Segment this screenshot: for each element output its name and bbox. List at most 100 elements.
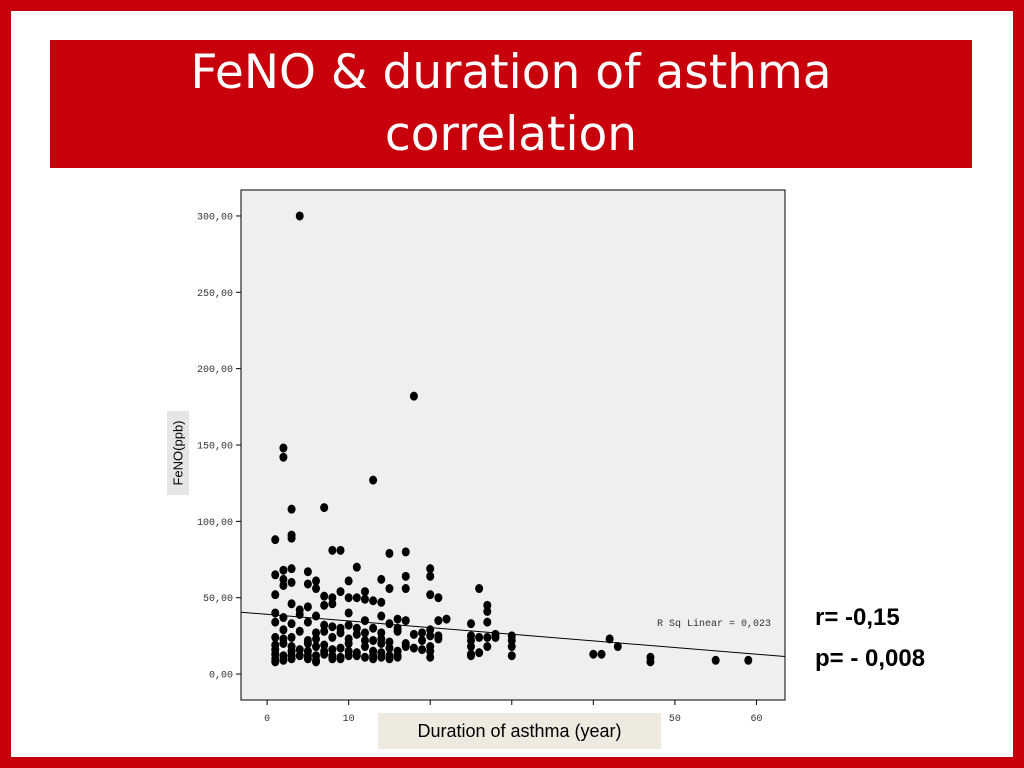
y-tick-label: 0,00 bbox=[209, 671, 233, 682]
data-point bbox=[475, 584, 484, 594]
x-tick-label: 60 bbox=[750, 714, 762, 725]
data-point bbox=[589, 649, 598, 659]
data-point bbox=[271, 632, 280, 642]
data-point bbox=[279, 565, 288, 575]
data-point bbox=[271, 535, 280, 545]
data-point bbox=[369, 596, 378, 606]
data-point bbox=[320, 626, 329, 636]
y-tick-label: 250,00 bbox=[197, 289, 233, 300]
data-point bbox=[401, 616, 410, 626]
data-point bbox=[466, 642, 475, 652]
data-point bbox=[344, 608, 353, 618]
data-point bbox=[418, 628, 427, 638]
data-point bbox=[369, 635, 378, 645]
data-point bbox=[279, 580, 288, 590]
data-point bbox=[271, 657, 280, 667]
data-point bbox=[385, 584, 394, 594]
data-point bbox=[646, 657, 655, 667]
data-point bbox=[352, 651, 361, 661]
data-point bbox=[295, 626, 304, 636]
data-point bbox=[418, 635, 427, 645]
y-tick-label: 100,00 bbox=[197, 518, 233, 529]
data-point bbox=[336, 654, 345, 664]
data-point bbox=[336, 545, 345, 555]
data-point bbox=[320, 503, 329, 513]
data-point bbox=[320, 600, 329, 610]
data-point bbox=[393, 614, 402, 624]
data-point bbox=[344, 576, 353, 586]
x-tick-label: 50 bbox=[669, 714, 681, 725]
data-point bbox=[369, 623, 378, 633]
data-point bbox=[279, 655, 288, 665]
data-point bbox=[434, 634, 443, 644]
data-point bbox=[271, 590, 280, 600]
data-point bbox=[385, 548, 394, 558]
data-point bbox=[336, 628, 345, 638]
data-point bbox=[312, 657, 321, 667]
data-point bbox=[287, 599, 296, 609]
data-point bbox=[303, 579, 312, 589]
data-point bbox=[360, 628, 369, 638]
fit-line-label: R Sq Linear = 0,023 bbox=[657, 618, 771, 630]
data-point bbox=[360, 652, 369, 662]
x-tick-label: 0 bbox=[264, 714, 270, 725]
x-axis-label: Duration of asthma (year) bbox=[378, 713, 661, 749]
title-banner: FeNO & duration of asthma correlation bbox=[50, 40, 972, 168]
data-point bbox=[409, 629, 418, 639]
data-point bbox=[279, 443, 288, 453]
y-axis-label: FeNO(ppb) bbox=[170, 420, 186, 486]
data-point bbox=[369, 475, 378, 485]
data-point bbox=[352, 629, 361, 639]
data-point bbox=[360, 616, 369, 626]
data-point bbox=[287, 654, 296, 664]
x-axis: 0 10 50 60 bbox=[264, 700, 762, 725]
data-point bbox=[401, 642, 410, 652]
data-point bbox=[507, 642, 516, 652]
data-point bbox=[605, 634, 614, 644]
data-point bbox=[287, 632, 296, 642]
data-point bbox=[271, 608, 280, 618]
data-point bbox=[393, 626, 402, 636]
data-point bbox=[744, 655, 753, 665]
data-point bbox=[336, 643, 345, 653]
plot-area bbox=[240, 189, 786, 701]
data-point bbox=[360, 587, 369, 597]
data-point bbox=[369, 654, 378, 664]
data-point bbox=[401, 547, 410, 557]
data-point bbox=[279, 452, 288, 462]
data-point bbox=[320, 649, 329, 659]
data-point bbox=[344, 639, 353, 649]
data-point bbox=[303, 654, 312, 664]
slide-title: FeNO & duration of asthma correlation bbox=[190, 42, 831, 166]
data-point bbox=[360, 594, 369, 604]
data-point bbox=[483, 642, 492, 652]
data-point bbox=[426, 590, 435, 600]
data-point bbox=[426, 631, 435, 641]
data-point bbox=[426, 652, 435, 662]
data-point bbox=[483, 606, 492, 616]
data-point bbox=[328, 622, 337, 632]
data-point bbox=[287, 577, 296, 587]
data-point bbox=[336, 587, 345, 597]
data-point bbox=[271, 617, 280, 627]
y-axis: 0,00 50,00 100,00 150,00 200,00 250,00 300,00 bbox=[197, 212, 241, 682]
data-point bbox=[287, 564, 296, 574]
y-tick-label: 150,00 bbox=[197, 442, 233, 453]
data-point bbox=[328, 545, 337, 555]
p-value: p= - 0,008 bbox=[815, 645, 926, 672]
data-point bbox=[426, 564, 435, 574]
data-point bbox=[279, 613, 288, 623]
y-tick-label: 300,00 bbox=[197, 212, 233, 223]
y-tick-label: 200,00 bbox=[197, 365, 233, 376]
data-point bbox=[442, 614, 451, 624]
data-point bbox=[312, 584, 321, 594]
data-point bbox=[312, 576, 321, 586]
data-point bbox=[483, 617, 492, 627]
data-point bbox=[434, 616, 443, 626]
data-point bbox=[475, 632, 484, 642]
data-point bbox=[287, 619, 296, 629]
title-line-2: correlation bbox=[384, 107, 638, 162]
data-point bbox=[320, 591, 329, 601]
